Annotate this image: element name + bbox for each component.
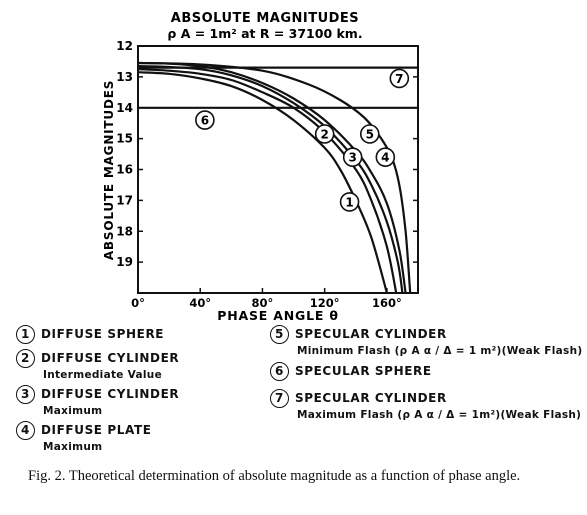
curve-label-circle (389, 68, 410, 89)
legend-number-badge: 5 (270, 325, 289, 344)
y-tick-label: 12 (116, 39, 133, 53)
curve-label-number: 1 (345, 195, 353, 209)
curve-label-number: 2 (320, 127, 328, 141)
curve-label-number: 5 (366, 127, 374, 141)
x-tick-label: 120° (310, 296, 340, 310)
curve-label-number: 7 (395, 72, 403, 86)
legend-sublabel: Maximum (43, 405, 103, 417)
legend-item: 7 SPECULAR CYLINDER Maximum Flash (ρ A α … (270, 389, 582, 421)
chart: ABSOLUTE MAGNITUDES ρ A = 1m² at R = 371… (102, 11, 419, 320)
curve-label-circle (314, 124, 335, 144)
series-line-1 (137, 71, 388, 294)
curve-label-layer: 1 2 3 45 6 7 (195, 68, 410, 212)
legend-sublabel: Maximum Flash (ρ A α / Δ = 1m²)(Weak Fla… (297, 409, 582, 421)
curve-label-number: 6 (201, 114, 209, 128)
legend-label: SPECULAR SPHERE (295, 364, 432, 378)
x-tick-label: 160° (372, 296, 402, 310)
series-layer (137, 61, 418, 294)
curve-label-circle (339, 192, 360, 212)
y-tick-label: 15 (116, 132, 133, 146)
legend-sublabel: Minimum Flash (ρ A α / Δ = 1 m²)(Weak Fl… (297, 345, 583, 357)
legend-number-badge: 4 (16, 421, 35, 440)
legend-left: 1 DIFFUSE SPHERE 2 DIFFUSE CYLINDER Interm… (16, 325, 179, 453)
legend-item: 1 DIFFUSE SPHERE (16, 325, 179, 344)
legend-item: 4 DIFFUSE PLATE Maximum (16, 421, 179, 453)
legend-item: 6 SPECULAR SPHERE (270, 362, 582, 381)
legend-label: SPECULAR CYLINDER (295, 327, 447, 341)
figure-caption: Fig. 2. Theoretical determination of abs… (28, 468, 521, 484)
legend-number-badge: 6 (270, 362, 289, 381)
x-axis-ticks: 0° 40° 80° 120° 160° (131, 288, 402, 310)
curve-label-circle (359, 124, 380, 144)
legend-item: 3 DIFFUSE CYLINDER Maximum (16, 385, 179, 417)
legend-number-badge: 2 (16, 349, 35, 368)
curve-label-circle (342, 147, 363, 167)
y-axis-label: ABSOLUTE MAGNITUDES (102, 80, 116, 260)
curve-label-circle (195, 110, 215, 130)
y-tick-label: 19 (116, 255, 133, 269)
legend-item: 5 SPECULAR CYLINDER Minimum Flash (ρ A α … (270, 325, 582, 357)
legend-sublabel: Maximum (43, 441, 103, 453)
x-tick-label: 80° (252, 296, 274, 310)
legend-label: DIFFUSE PLATE (41, 423, 152, 437)
series-line-3 (137, 65, 404, 294)
legend-label: DIFFUSE CYLINDER (41, 387, 180, 401)
legend-label: DIFFUSE CYLINDER (41, 351, 180, 365)
curve-label-number: 3 (348, 151, 356, 165)
legend-right: 5 SPECULAR CYLINDER Minimum Flash (ρ A α … (270, 325, 582, 421)
y-tick-label: 14 (116, 101, 133, 115)
legend-item: 2 DIFFUSE CYLINDER Intermediate Value (16, 349, 179, 381)
legend-sublabel: Intermediate Value (43, 369, 162, 381)
x-tick-label: 0° (131, 296, 145, 310)
legend-label: DIFFUSE SPHERE (41, 327, 165, 341)
curve-label-number: 4 (381, 151, 389, 165)
x-axis-label: PHASE ANGLE θ (217, 308, 338, 320)
x-tick-label: 40° (189, 296, 211, 310)
legend-label: SPECULAR CYLINDER (295, 391, 447, 405)
legend-number-badge: 7 (270, 389, 289, 408)
y-tick-label: 16 (116, 163, 133, 177)
legend-number-badge: 1 (16, 325, 35, 344)
y-tick-label: 18 (116, 224, 133, 238)
y-tick-label: 13 (116, 70, 133, 84)
legend-number-badge: 3 (16, 385, 35, 404)
curve-label-circle (375, 147, 396, 167)
chart-title: ABSOLUTE MAGNITUDES (171, 11, 359, 26)
y-tick-label: 17 (116, 193, 133, 207)
chart-subtitle: ρ A = 1m² at R = 37100 km. (167, 26, 362, 41)
